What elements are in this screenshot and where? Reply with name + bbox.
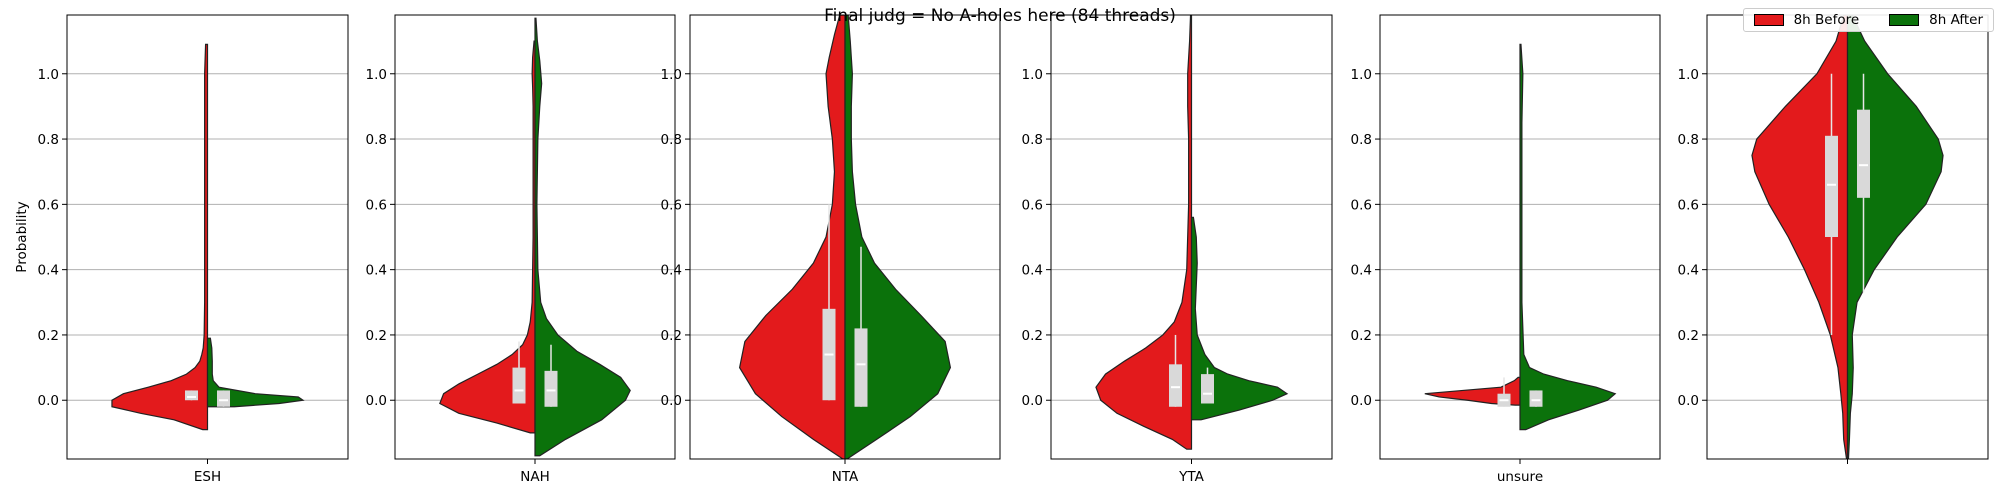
box-after — [1857, 73, 1870, 293]
legend-label-after: 8h After — [1929, 12, 1983, 28]
box-after — [217, 390, 230, 407]
x-tick-label: unsure — [1497, 469, 1543, 485]
legend-swatch-after — [1889, 14, 1920, 26]
y-tick-label: 1.0 — [366, 67, 387, 83]
box-before — [1169, 334, 1182, 407]
y-tick-label: 0.0 — [38, 393, 59, 409]
y-axis-label: Probability — [14, 201, 30, 272]
panel-unsure: 0.0 0.2 0.4 0.6 0.8 1.0 unsure — [1351, 14, 1661, 485]
y-tick-label: 0.2 — [38, 328, 59, 344]
box-iqr — [512, 367, 526, 404]
y-tick-label: 1.0 — [38, 67, 59, 83]
violin-after — [1190, 216, 1289, 421]
y-tick-label: 0.0 — [1351, 393, 1372, 409]
violin-before — [738, 15, 846, 459]
box-before — [185, 390, 198, 401]
legend-swatch-before — [1753, 14, 1784, 26]
x-tick-label: NTA — [832, 469, 859, 485]
box-iqr — [217, 390, 230, 407]
y-tick-label: 0.6 — [366, 197, 387, 213]
y-tick-label: 0.0 — [1678, 393, 1699, 409]
y-tick-label: 1.0 — [661, 67, 682, 83]
y-tick-label: 1.0 — [1678, 67, 1699, 83]
violin-before — [111, 43, 209, 431]
x-tick-label: YTA — [1178, 469, 1204, 485]
x-tick-label: NAH — [520, 469, 550, 485]
y-tick-label: 0.2 — [1351, 328, 1372, 344]
y-tick-label: 0.2 — [1678, 328, 1699, 344]
y-tick-label: 0.8 — [661, 132, 682, 148]
legend: 8h Before 8h After — [1742, 8, 1994, 32]
box-iqr — [854, 328, 868, 407]
violin-before — [1424, 376, 1521, 406]
box-before — [822, 204, 836, 401]
box-after — [854, 246, 868, 407]
box-after — [1529, 390, 1543, 407]
y-tick-label: 0.6 — [1678, 197, 1699, 213]
y-tick-label: 0.4 — [1678, 263, 1699, 279]
box-iqr — [1201, 374, 1214, 404]
y-tick-label: 0.8 — [1351, 132, 1372, 148]
violin-body — [111, 43, 305, 431]
box-iqr — [1857, 109, 1870, 198]
violin-after — [206, 337, 305, 408]
y-tick-label: 0.2 — [661, 328, 682, 344]
box-iqr — [544, 370, 558, 407]
violin-body — [738, 15, 952, 459]
panel-overall: 0.0 0.2 0.4 0.6 0.8 1.0 — [1678, 14, 1989, 464]
box-before — [512, 341, 526, 404]
violin-before — [1751, 15, 1849, 459]
y-tick-label: 0.8 — [1678, 132, 1699, 148]
box-iqr — [185, 390, 198, 401]
y-tick-label: 0.2 — [366, 328, 387, 344]
box-iqr — [1825, 135, 1838, 237]
box-before — [1825, 73, 1838, 335]
box-iqr — [1529, 390, 1543, 407]
violin-body — [439, 17, 631, 457]
violin-body — [1424, 43, 1617, 431]
y-tick-label: 0.6 — [1022, 197, 1043, 213]
y-tick-label: 0.6 — [1351, 197, 1372, 213]
box-iqr — [1169, 364, 1182, 407]
box-after — [1201, 367, 1214, 404]
box-before — [1497, 377, 1511, 407]
legend-item-before: 8h Before — [1753, 12, 1860, 28]
y-tick-label: 0.4 — [366, 263, 387, 279]
y-tick-label: 0.4 — [1022, 263, 1043, 279]
y-tick-label: 0.4 — [661, 263, 682, 279]
y-tick-label: 0.0 — [661, 393, 682, 409]
legend-item-after: 8h After — [1889, 12, 1983, 28]
y-tick-label: 0.0 — [1022, 393, 1043, 409]
y-tick-label: 0.6 — [38, 197, 59, 213]
violin-after — [844, 15, 952, 459]
violin-after — [1846, 15, 1944, 459]
violin-body — [1751, 15, 1944, 459]
y-tick-label: 0.8 — [1022, 132, 1043, 148]
y-tick-label: 1.0 — [1351, 67, 1372, 83]
y-tick-label: 1.0 — [1022, 67, 1043, 83]
y-tick-label: 0.4 — [38, 263, 59, 279]
panel-YTA: 0.0 0.2 0.4 0.6 0.8 1.0 YTA — [1022, 14, 1333, 485]
violin-before — [1095, 15, 1193, 450]
violin-after — [1519, 43, 1617, 431]
violin-after — [534, 17, 631, 457]
violin-body — [1095, 15, 1289, 450]
panel-ESH: 0.0 0.2 0.4 0.6 0.8 1.0 ESH — [38, 14, 349, 485]
figure-title: Final judg = No A-holes here (84 threads… — [824, 6, 1176, 26]
y-tick-label: 0.0 — [366, 393, 387, 409]
y-tick-label: 0.4 — [1351, 263, 1372, 279]
x-tick-label: ESH — [194, 469, 221, 485]
legend-label-before: 8h Before — [1793, 12, 1860, 28]
y-tick-label: 0.8 — [38, 132, 59, 148]
y-tick-label: 0.8 — [366, 132, 387, 148]
y-tick-label: 0.2 — [1022, 328, 1043, 344]
panel-NAH: 0.0 0.2 0.4 0.6 0.8 1.0 NAH — [366, 14, 676, 485]
panel-NTA: 0.0 0.2 0.4 0.6 0.8 1.0 NTA — [661, 14, 1001, 485]
box-after — [544, 344, 558, 407]
y-tick-label: 0.6 — [661, 197, 682, 213]
